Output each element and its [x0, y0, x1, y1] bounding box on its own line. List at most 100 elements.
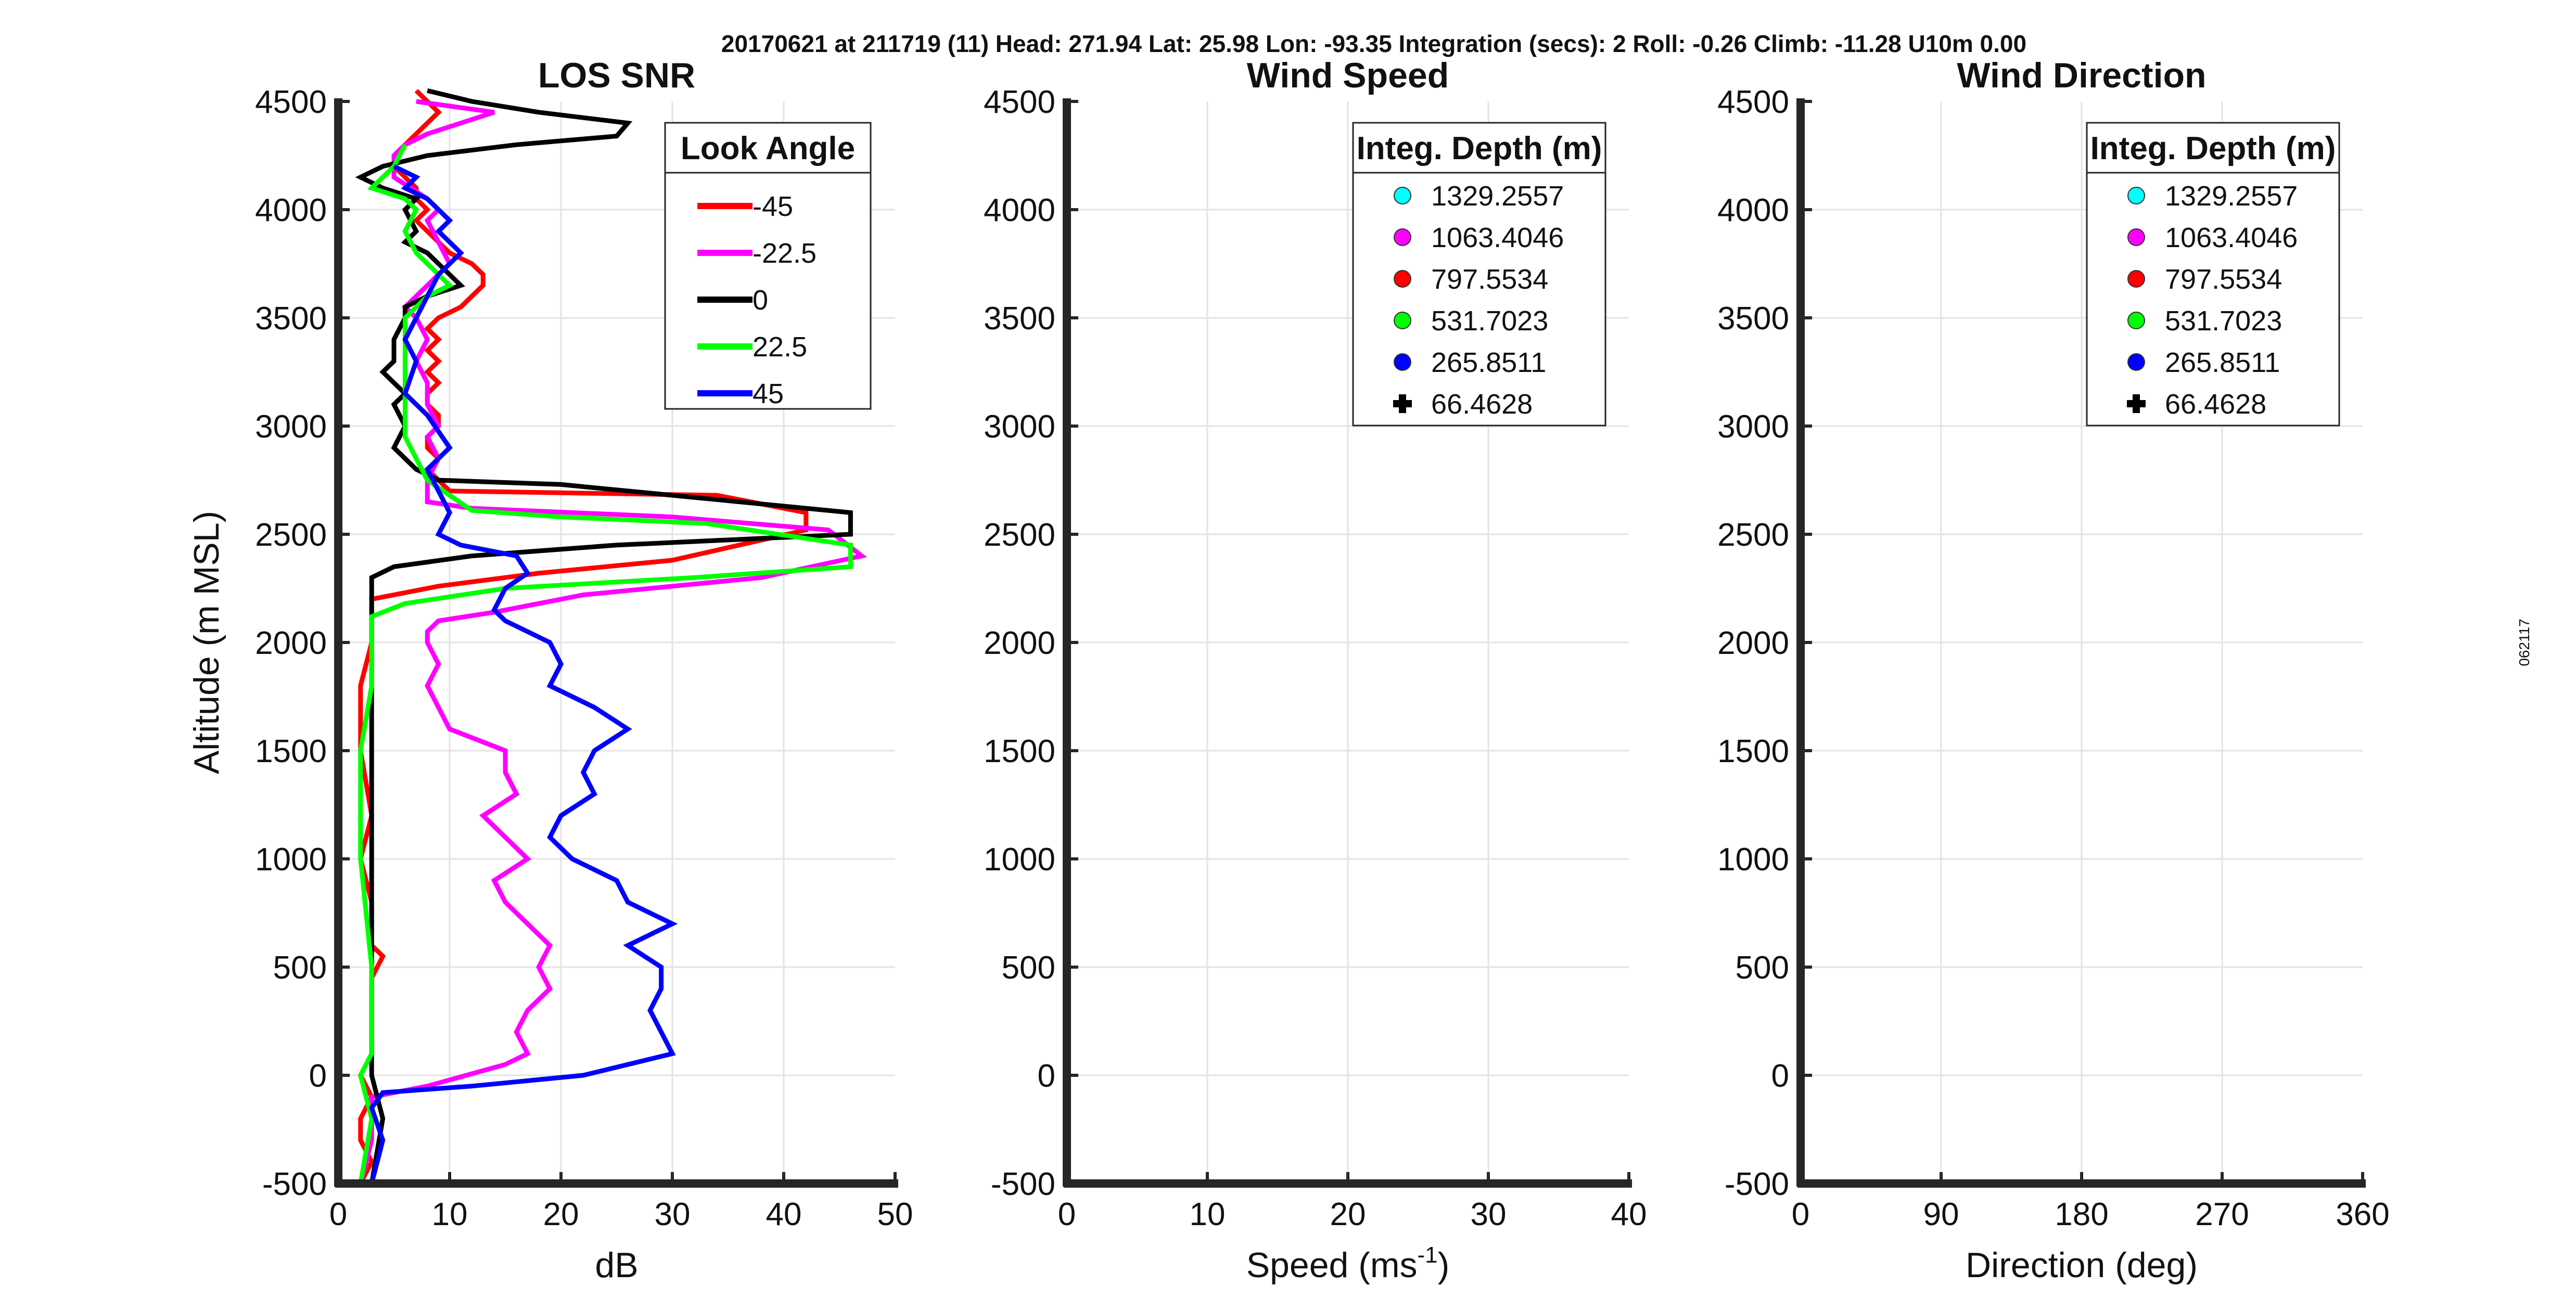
- y-tick-label: 3000: [1717, 409, 1789, 445]
- x-tick-label: 90: [1923, 1197, 1959, 1232]
- legend-title: Integ. Depth (m): [2090, 131, 2336, 166]
- x-tick-label: 40: [766, 1197, 802, 1232]
- y-tick-label: 1000: [255, 842, 327, 878]
- panel-los-snr: 0 10 20 30 40 50-5000500100015002000250030003…: [187, 56, 913, 1285]
- legend-label-531.7023: 531.7023: [1431, 305, 1548, 337]
- legend-label-1063.4046: 1063.4046: [1431, 222, 1564, 253]
- x-tick-label: 180: [2055, 1197, 2108, 1232]
- y-tick-label: 3000: [984, 409, 1055, 445]
- x-axis-label-superscript: -1: [1418, 1242, 1438, 1268]
- x-tick-label: 40: [1611, 1197, 1647, 1232]
- y-tick-label: 2500: [984, 517, 1055, 553]
- legend-label-1063.4046: 1063.4046: [2165, 222, 2298, 253]
- y-tick-label: 500: [1736, 950, 1789, 986]
- y-tick-label: 3500: [255, 301, 327, 337]
- y-tick-label: 4000: [1717, 192, 1789, 228]
- y-tick-label: 2500: [1717, 517, 1789, 553]
- y-tick-label: 2500: [255, 517, 327, 553]
- y-tick-label: 1000: [984, 842, 1055, 878]
- x-tick-label: 50: [877, 1197, 913, 1232]
- legend-title: Look Angle: [681, 131, 855, 166]
- x-tick-label: 0: [1792, 1197, 1809, 1232]
- legend-label-1329.2557: 1329.2557: [2165, 181, 2298, 212]
- x-tick-label: 30: [1471, 1197, 1507, 1232]
- y-tick-label: 4500: [1717, 84, 1789, 120]
- legend-marker-797.5534: [2127, 270, 2145, 288]
- legend-label-265.8511: 265.8511: [2165, 347, 2280, 378]
- y-tick-label: 4000: [255, 192, 327, 228]
- y-tick-label: 2000: [255, 625, 327, 661]
- legend-label-22.5: 22.5: [753, 331, 807, 363]
- x-tick-label: 20: [543, 1197, 579, 1232]
- x-axis-label-end: ): [1438, 1245, 1450, 1285]
- x-tick-label: 10: [1190, 1197, 1226, 1232]
- x-tick-label: 20: [1330, 1197, 1366, 1232]
- x-axis-label: Speed (ms-1): [1246, 1242, 1450, 1285]
- legend-marker-797.5534: [1394, 270, 1411, 288]
- x-axis-label: dB: [595, 1245, 638, 1285]
- legend-marker-1329.2557: [1394, 187, 1411, 204]
- y-tick-label: 0: [1038, 1058, 1055, 1094]
- y-axis-label: Altitude (m MSL): [187, 511, 226, 774]
- legend-marker-531.7023: [1394, 312, 1411, 329]
- panel-title: Wind Speed: [1247, 56, 1449, 95]
- y-tick-label: 500: [1002, 950, 1055, 986]
- y-tick-label: 0: [1771, 1058, 1789, 1094]
- y-tick-label: 1500: [1717, 734, 1789, 769]
- x-tick-label: 360: [2336, 1197, 2389, 1232]
- y-tick-label: -500: [262, 1166, 327, 1202]
- legend-marker-1063.4046: [2127, 228, 2145, 246]
- legend-label-1329.2557: 1329.2557: [1431, 181, 1564, 212]
- panel-title: LOS SNR: [538, 56, 695, 95]
- x-tick-label: 0: [329, 1197, 347, 1232]
- x-tick-label: 270: [2195, 1197, 2249, 1232]
- legend-marker-265.8511: [1394, 353, 1411, 371]
- y-tick-label: 2000: [1717, 625, 1789, 661]
- legend-label-0: 0: [753, 285, 768, 316]
- legend-label-797.5534: 797.5534: [2165, 264, 2282, 295]
- legend-marker-531.7023: [2127, 312, 2145, 329]
- panel-title: Wind Direction: [1957, 56, 2206, 95]
- super-title: 20170621 at 211719 (11) Head: 271.94 Lat…: [721, 30, 2026, 57]
- y-tick-label: -500: [991, 1166, 1055, 1202]
- panel-wind-direction: 0 90 180 270 360-500050010001500200025003000…: [1717, 56, 2390, 1285]
- y-tick-label: 1000: [1717, 842, 1789, 878]
- side-label: 062117: [2516, 619, 2532, 666]
- legend-label-66.4628: 66.4628: [2165, 389, 2266, 420]
- legend-marker-1063.4046: [1394, 228, 1411, 246]
- y-tick-label: 3500: [1717, 301, 1789, 337]
- y-tick-label: 4000: [984, 192, 1055, 228]
- series-line-0: [355, 88, 853, 1184]
- y-tick-label: 0: [309, 1058, 327, 1094]
- panel-wind-speed: 0 10 20 30 40-500050010001500200025003000350…: [984, 56, 1647, 1285]
- x-tick-label: 30: [655, 1197, 691, 1232]
- x-axis-label-main: Speed (ms: [1246, 1245, 1418, 1285]
- legend-label-797.5534: 797.5534: [1431, 264, 1548, 295]
- y-tick-label: 3500: [984, 301, 1055, 337]
- y-tick-label: 4500: [255, 84, 327, 120]
- legend-marker-66.4628: [2127, 394, 2146, 413]
- series-line--22.5: [358, 99, 868, 1185]
- x-tick-label: 10: [432, 1197, 468, 1232]
- legend-marker-265.8511: [2127, 353, 2145, 371]
- x-axis-label-main: dB: [595, 1245, 638, 1285]
- legend-label-66.4628: 66.4628: [1431, 389, 1533, 420]
- y-tick-label: 1500: [984, 734, 1055, 769]
- y-tick-label: 2000: [984, 625, 1055, 661]
- legend-label--45: -45: [753, 191, 793, 222]
- x-axis-label: Direction (deg): [1966, 1245, 2198, 1285]
- legend-label-45: 45: [753, 378, 784, 409]
- y-tick-label: 3000: [255, 409, 327, 445]
- legend-label--22.5: -22.5: [753, 238, 817, 269]
- y-tick-label: 4500: [984, 84, 1055, 120]
- x-axis-label-main: Direction (deg): [1966, 1245, 2198, 1285]
- y-tick-label: 1500: [255, 734, 327, 769]
- legend-box: [664, 122, 872, 410]
- x-tick-label: 0: [1058, 1197, 1076, 1232]
- legend-title: Integ. Depth (m): [1357, 131, 1602, 166]
- legend-label-531.7023: 531.7023: [2165, 305, 2282, 337]
- legend-marker-1329.2557: [2127, 187, 2145, 204]
- legend-marker-66.4628: [1393, 394, 1412, 413]
- series-line-22.5: [358, 144, 853, 1184]
